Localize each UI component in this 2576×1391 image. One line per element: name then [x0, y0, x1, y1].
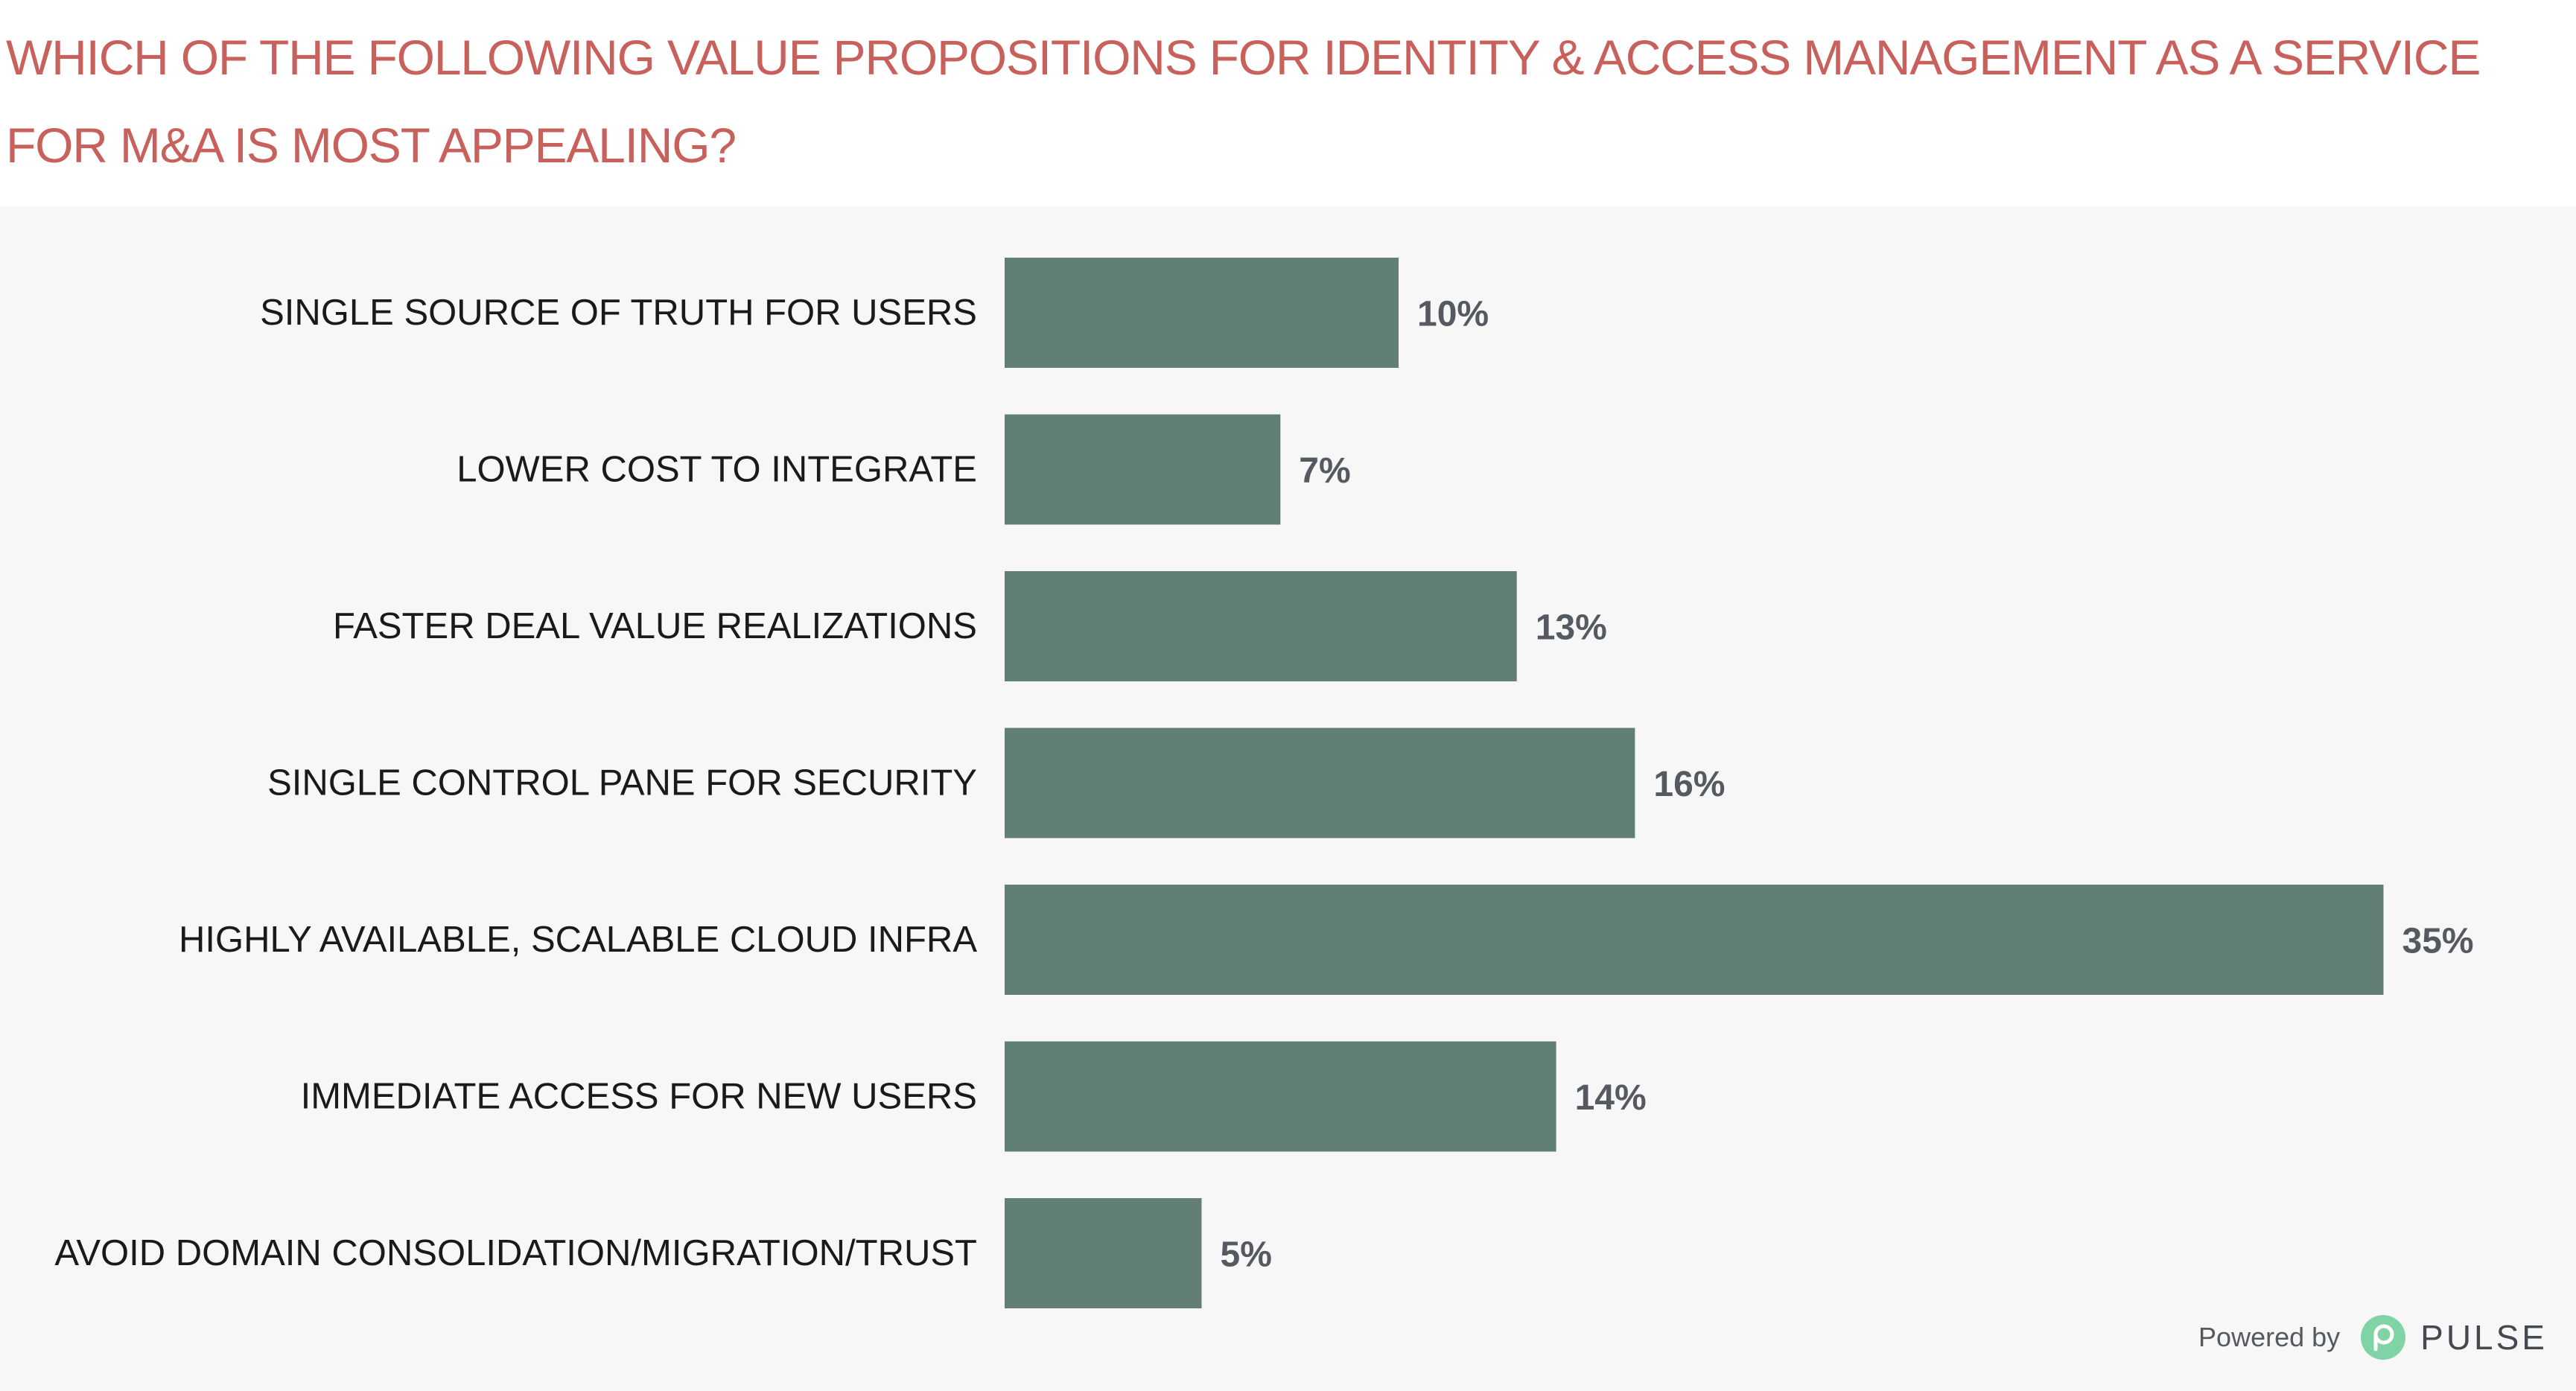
bar: [1005, 1041, 1556, 1152]
category-label: HIGHLY AVAILABLE, SCALABLE CLOUD INFRA: [179, 920, 977, 960]
category-label: SINGLE SOURCE OF TRUTH FOR USERS: [260, 293, 977, 333]
powered-by-text: Powered by: [2198, 1322, 2341, 1352]
bar-chart: SINGLE SOURCE OF TRUTH FOR USERS 10% LOWER…: [54, 258, 2474, 1308]
bar: [1005, 1198, 1202, 1308]
bar: [1005, 728, 1635, 838]
data-label: 16%: [1653, 765, 1725, 804]
data-label: 5%: [1221, 1235, 1272, 1275]
category-label: FASTER DEAL VALUE REALIZATIONS: [333, 606, 977, 646]
bar: [1005, 258, 1399, 368]
data-label: 13%: [1536, 608, 1607, 648]
category-label: LOWER COST TO INTEGRATE: [457, 450, 977, 490]
category-label: IMMEDIATE ACCESS FOR NEW USERS: [301, 1077, 977, 1117]
category-label: AVOID DOMAIN CONSOLIDATION/MIGRATION/TRU…: [54, 1233, 977, 1273]
category-label: SINGLE CONTROL PANE FOR SECURITY: [267, 763, 977, 803]
pulse-logo-icon: [2361, 1315, 2406, 1360]
data-label: 10%: [1417, 295, 1489, 334]
data-label: 7%: [1299, 451, 1350, 491]
data-label: 14%: [1575, 1078, 1647, 1118]
data-label: 35%: [2402, 922, 2474, 961]
pulse-brand: PULSE: [2420, 1318, 2548, 1357]
bar: [1005, 885, 2384, 995]
bar: [1005, 571, 1517, 681]
bar: [1005, 414, 1281, 525]
powered-by-footer: Powered by PULSE: [2198, 1315, 2548, 1360]
chart-panel: SINGLE SOURCE OF TRUTH FOR USERS 10% LOWER…: [0, 207, 2576, 1391]
page-title: WHICH OF THE FOLLOWING VALUE PROPOSITION…: [6, 30, 2481, 173]
